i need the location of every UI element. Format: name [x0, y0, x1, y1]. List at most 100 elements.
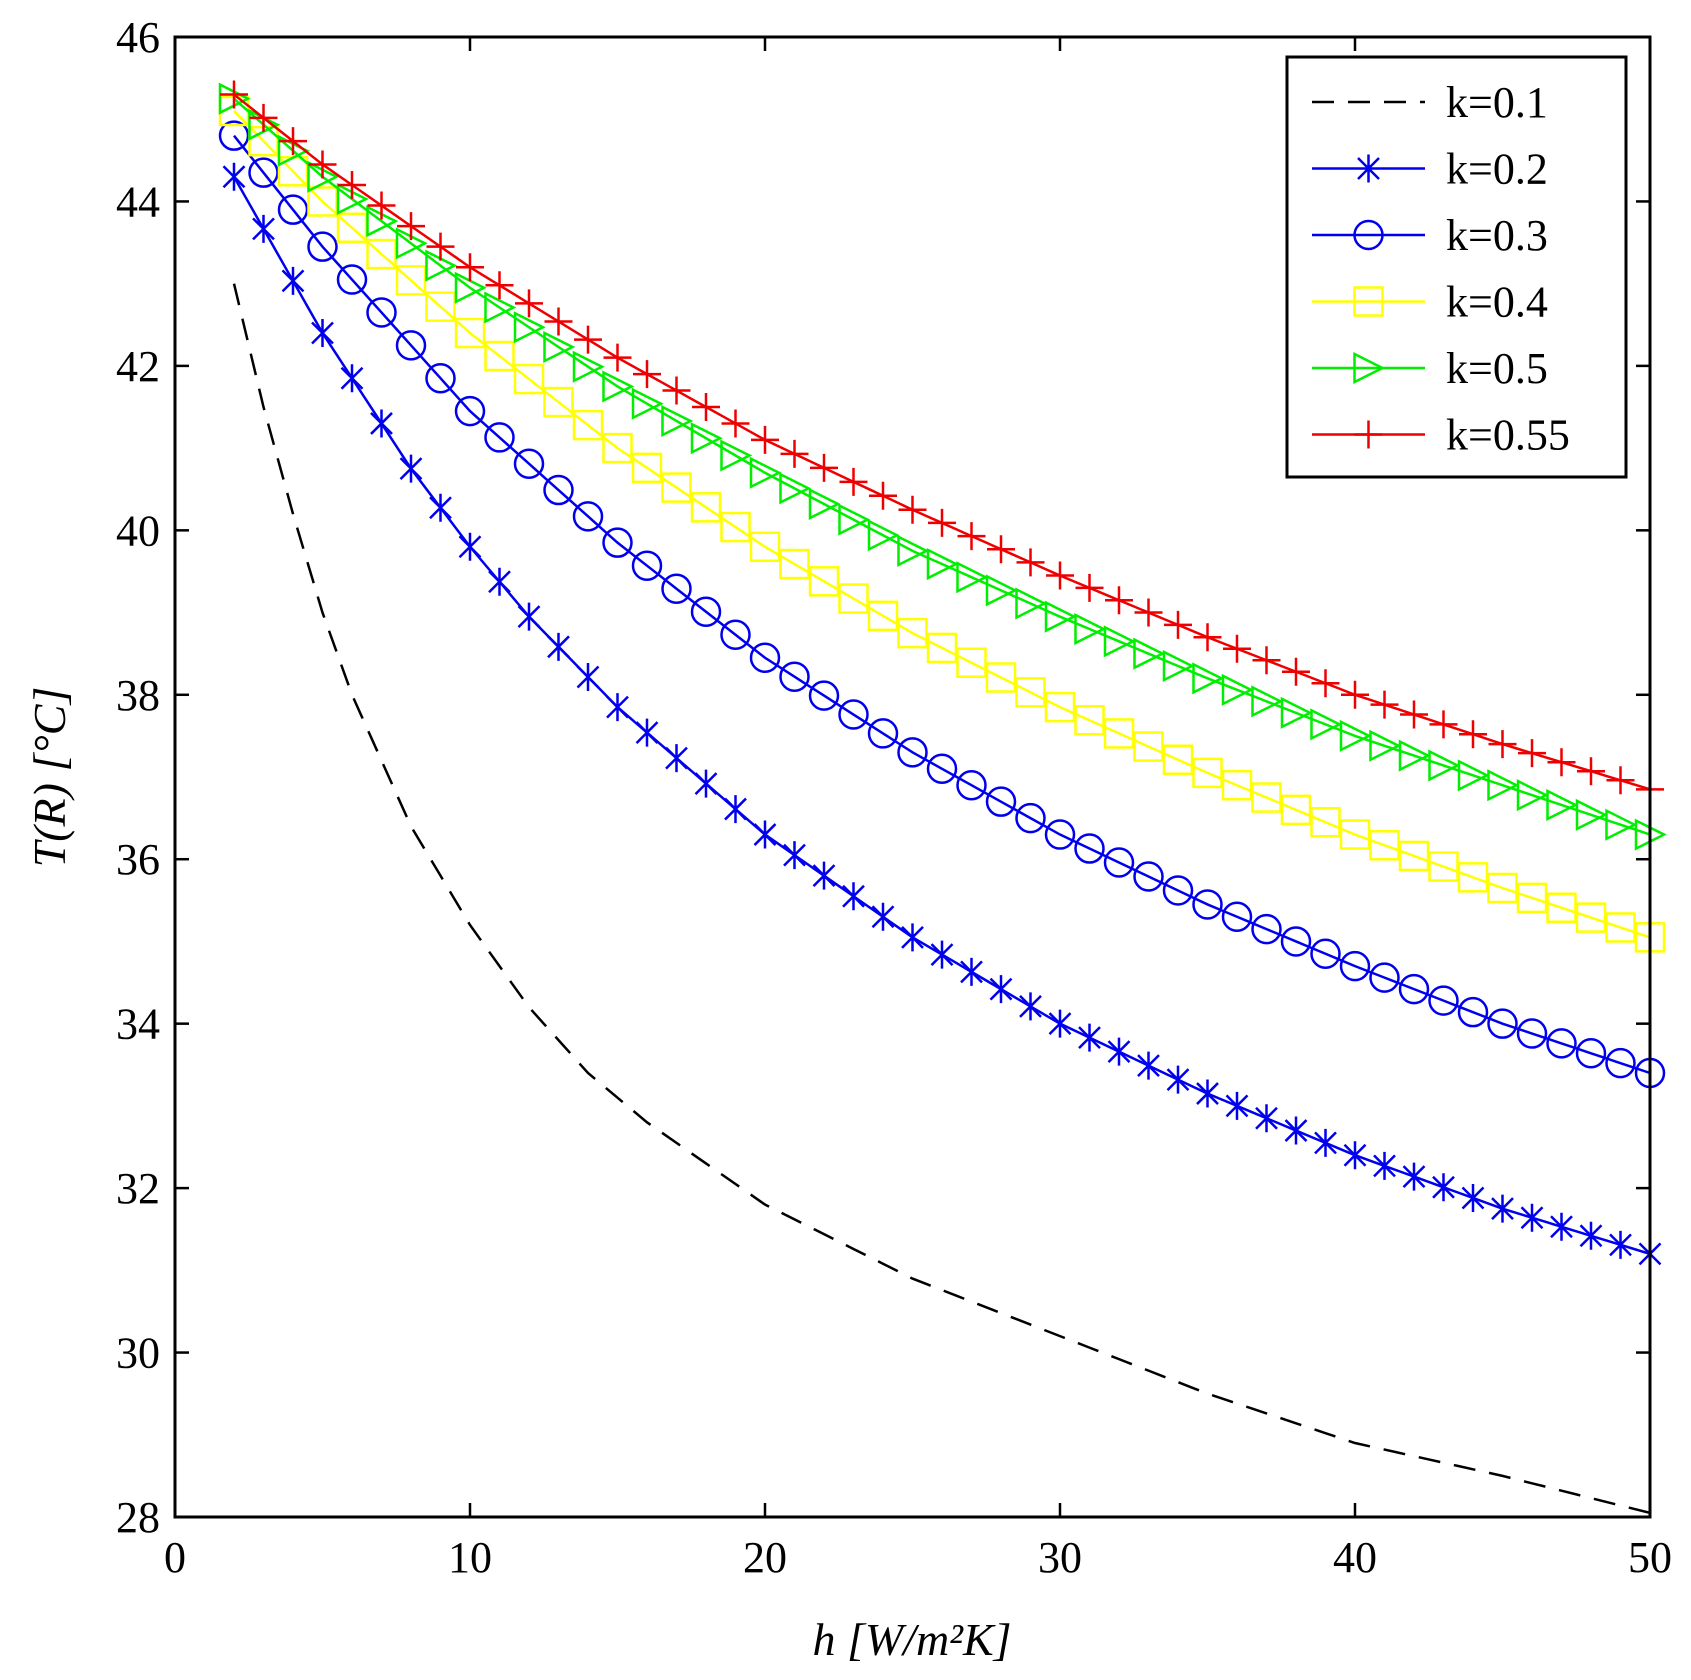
marker-k-0-4 — [956, 647, 987, 678]
marker-k-0-2 — [1078, 1023, 1101, 1052]
marker-k-0-5 — [1133, 637, 1166, 670]
marker-k-0-3 — [277, 194, 309, 225]
series-line-k-0-5 — [233, 97, 1651, 836]
series-k-0-3 — [218, 120, 1666, 1089]
marker-k-0-4 — [661, 472, 692, 503]
x-tick-label: 40 — [1333, 1533, 1377, 1582]
y-axis: 28 30 32 34 36 38 40 42 44 46 — [116, 13, 1650, 1542]
marker-k-0-2 — [1461, 1183, 1485, 1212]
marker-k-0-5 — [926, 548, 959, 581]
marker-k-0-3 — [956, 769, 987, 801]
marker-k-0-2 — [842, 882, 865, 911]
marker-k-0-55 — [928, 508, 956, 537]
marker-k-0-3 — [1133, 861, 1164, 892]
marker-k-0-4 — [1546, 892, 1577, 923]
legend-swatch-marker — [1353, 219, 1384, 251]
marker-k-0-3 — [779, 661, 810, 692]
marker-k-0-3 — [218, 120, 250, 151]
marker-k-0-55 — [839, 467, 868, 496]
marker-k-0-2 — [576, 662, 600, 691]
marker-k-0-3 — [808, 680, 840, 711]
marker-k-0-4 — [1162, 744, 1194, 775]
legend-entry-k-0-4: k=0.4 — [1312, 278, 1548, 327]
marker-k-0-55 — [1252, 646, 1281, 675]
marker-k-0-3 — [631, 550, 663, 581]
marker-k-0-5 — [1310, 708, 1343, 741]
marker-k-0-4 — [1251, 782, 1282, 813]
marker-k-0-4 — [366, 238, 397, 270]
marker-k-0-4 — [572, 409, 604, 441]
marker-k-0-3 — [454, 395, 486, 427]
marker-k-0-4 — [897, 617, 928, 649]
marker-k-0-5 — [1339, 719, 1372, 752]
marker-k-0-5 — [572, 350, 605, 383]
marker-k-0-3 — [336, 264, 368, 295]
marker-k-0-55 — [544, 307, 573, 336]
marker-k-0-4 — [779, 548, 810, 580]
legend: k=0.1 k=0.2 k=0.3 k=0.4 k=0.5 k=0.55 — [1285, 55, 1628, 479]
marker-k-0-2 — [1432, 1173, 1455, 1202]
marker-k-0-4 — [720, 511, 751, 543]
marker-k-0-3 — [307, 231, 338, 262]
y-axis-label-text: T(R) [°C] — [24, 687, 75, 868]
marker-k-0-5 — [867, 519, 900, 552]
marker-k-0-3 — [1310, 938, 1341, 970]
marker-k-0-55 — [1341, 680, 1369, 709]
legend-swatch-marker — [1353, 286, 1384, 317]
marks-layer — [218, 80, 1667, 1515]
marker-k-0-2 — [1196, 1079, 1219, 1108]
marker-k-0-4 — [543, 386, 574, 418]
x-tick-label: 20 — [743, 1533, 787, 1582]
marker-k-0-5 — [513, 311, 546, 344]
marker-k-0-4 — [1280, 794, 1312, 826]
marker-k-0-5 — [1103, 625, 1136, 658]
marker-k-0-2 — [635, 718, 659, 747]
marker-k-0-3 — [897, 737, 928, 768]
legend-label: k=0.55 — [1446, 411, 1570, 460]
marker-k-0-3 — [661, 573, 692, 604]
marker-k-0-3 — [1546, 1028, 1577, 1059]
marker-k-0-2 — [340, 364, 364, 393]
marker-k-0-3 — [484, 422, 515, 453]
marker-k-0-4 — [926, 632, 958, 664]
marker-k-0-4 — [1398, 840, 1430, 872]
marker-k-0-3 — [572, 501, 604, 532]
marker-k-0-5 — [1015, 587, 1048, 620]
marker-k-0-2 — [281, 266, 305, 295]
y-tick-label: 28 — [116, 1493, 160, 1542]
marker-k-0-4 — [1516, 882, 1548, 914]
marker-k-0-5 — [602, 370, 635, 403]
marker-k-0-55 — [869, 481, 897, 510]
marker-k-0-2 — [901, 923, 924, 952]
marker-k-0-5 — [838, 503, 871, 536]
y-tick-label: 30 — [116, 1329, 160, 1378]
y-tick-label: 42 — [116, 342, 160, 391]
marker-k-0-4 — [1015, 677, 1046, 708]
legend-entry-k-0-5: k=0.5 — [1312, 344, 1548, 393]
marker-k-0-4 — [749, 531, 781, 563]
x-tick-label: 0 — [164, 1533, 186, 1582]
marker-k-0-4 — [1428, 851, 1459, 882]
marker-k-0-4 — [484, 340, 515, 372]
marker-k-0-4 — [1192, 757, 1223, 789]
marker-k-0-3 — [395, 330, 427, 361]
marker-k-0-55 — [1577, 757, 1605, 786]
x-axis-label: h [W/m²K] — [812, 1614, 1011, 1665]
marker-k-0-55 — [1193, 623, 1222, 652]
marker-k-0-5 — [1251, 685, 1284, 718]
marker-k-0-3 — [1044, 819, 1076, 850]
marker-k-0-55 — [1134, 598, 1163, 627]
marker-k-0-55 — [633, 360, 661, 389]
marker-k-0-55 — [1282, 657, 1310, 686]
marker-k-0-5 — [720, 439, 753, 472]
marker-k-0-55 — [367, 191, 396, 220]
y-tick-label: 44 — [116, 177, 160, 226]
marker-k-0-5 — [1369, 729, 1402, 762]
marker-k-0-3 — [1280, 926, 1312, 957]
series-k-0-1 — [232, 283, 1651, 1515]
marker-k-0-5 — [1221, 673, 1254, 706]
marker-k-0-4 — [1074, 705, 1105, 736]
y-tick-label: 46 — [116, 13, 160, 62]
y-tick-label: 32 — [116, 1164, 160, 1213]
marker-k-0-55 — [485, 271, 514, 300]
